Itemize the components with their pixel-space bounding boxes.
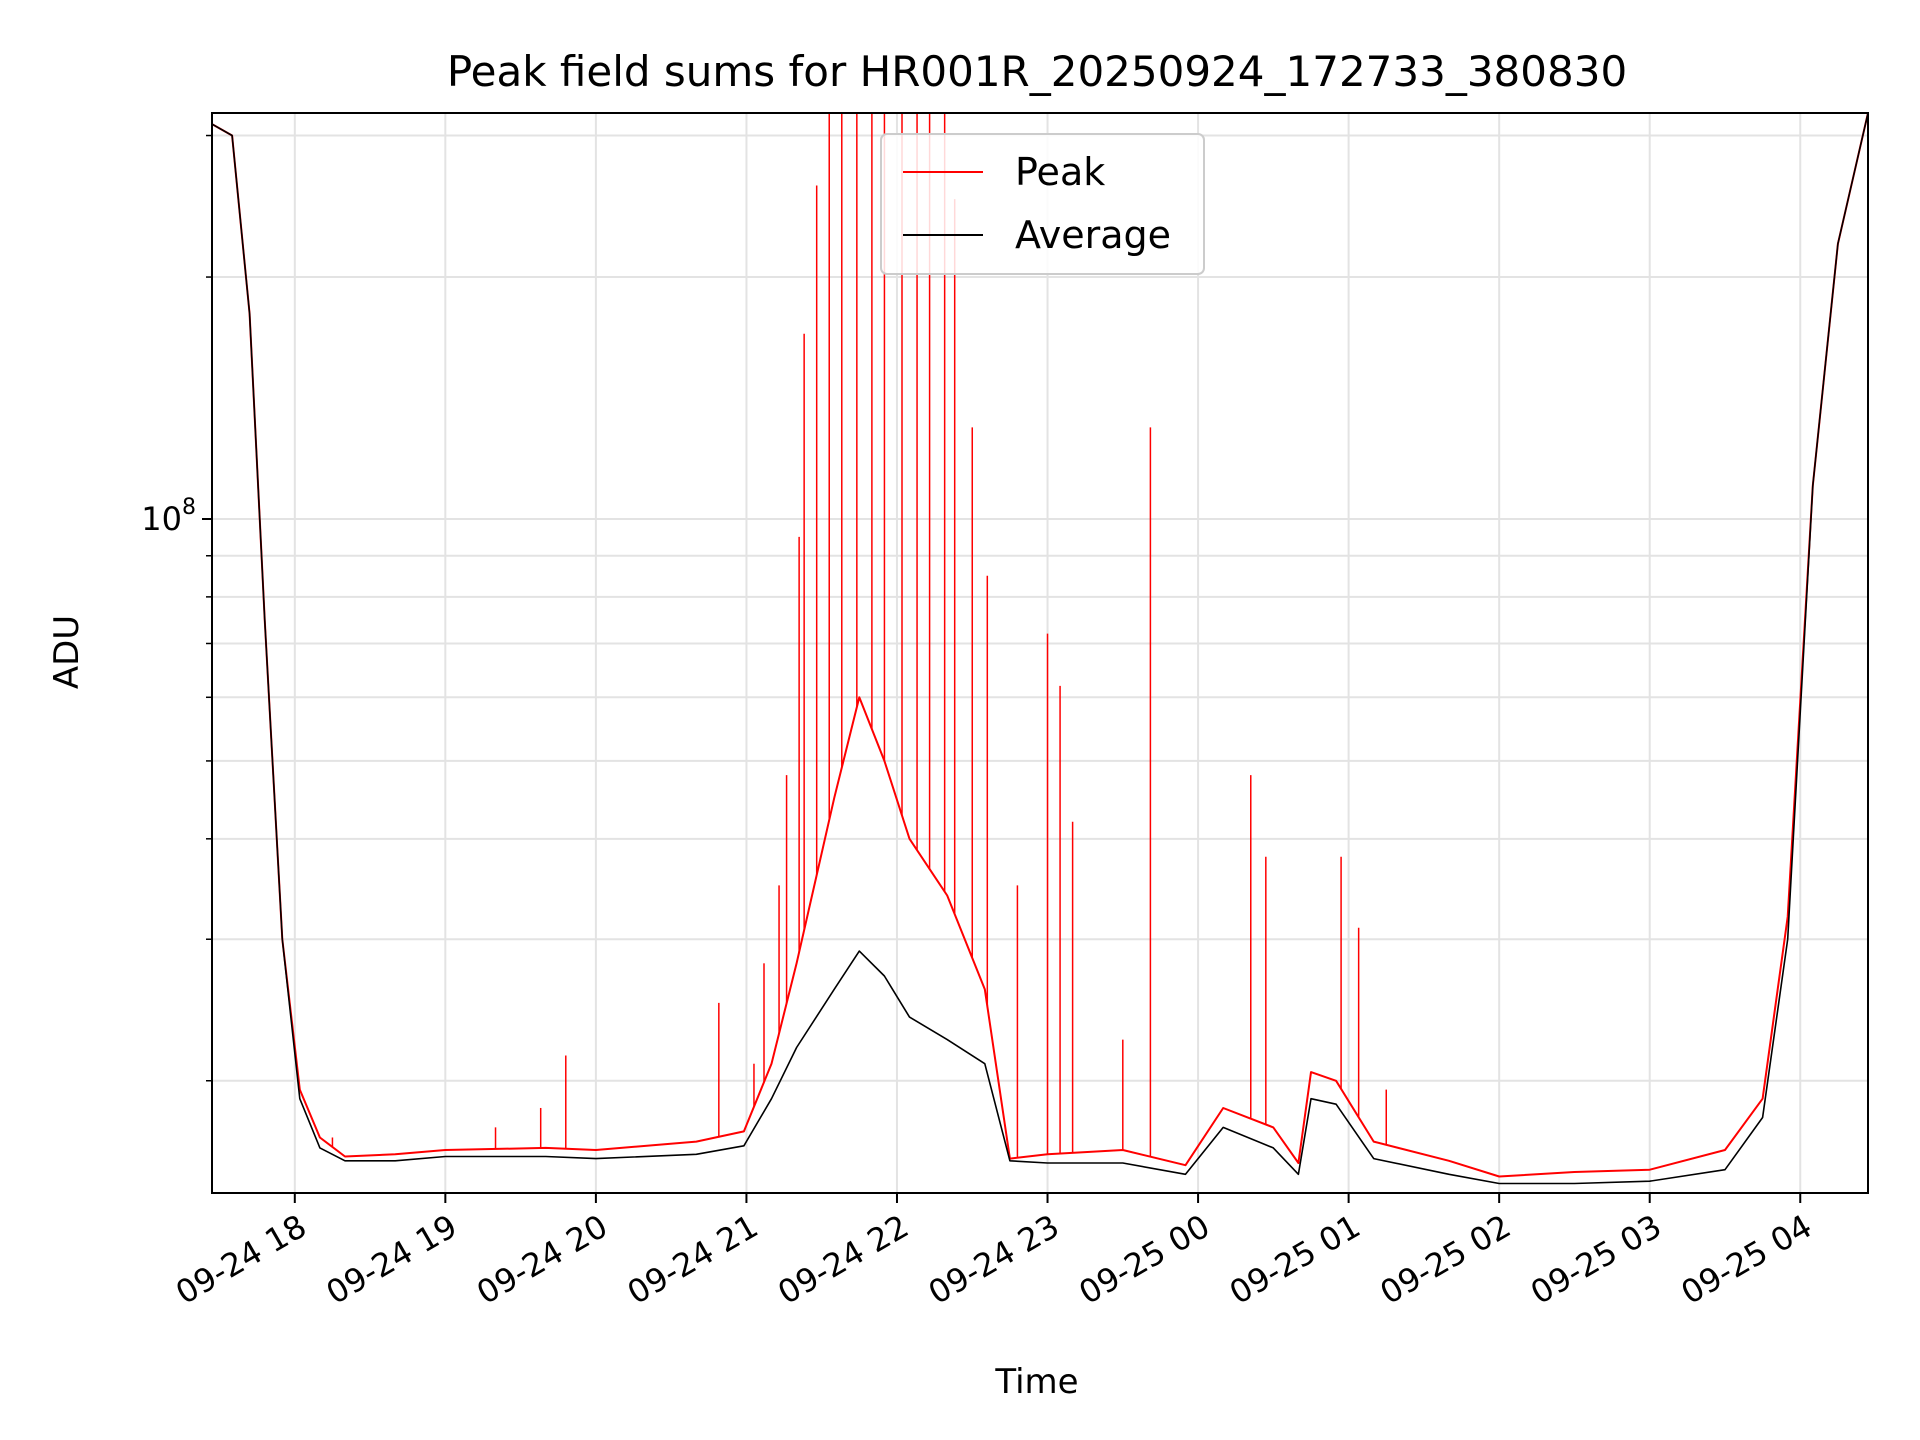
axes-frame: [211, 112, 1869, 1194]
series-line-peak: [212, 113, 1868, 1178]
y-axis-label: ADU: [47, 615, 87, 689]
x-axis-label: Time: [994, 1362, 1078, 1402]
legend-label-average: Average: [1015, 213, 1171, 257]
legend-box: [880, 133, 1205, 275]
y-tick-label: 108: [141, 495, 196, 538]
series-line-average: [212, 113, 1868, 1185]
chart-title: Peak field sums for HR001R_20250924_1727…: [447, 47, 1627, 96]
legend-label-peak: Peak: [1015, 150, 1105, 194]
legend: Peak Average: [880, 133, 1205, 275]
